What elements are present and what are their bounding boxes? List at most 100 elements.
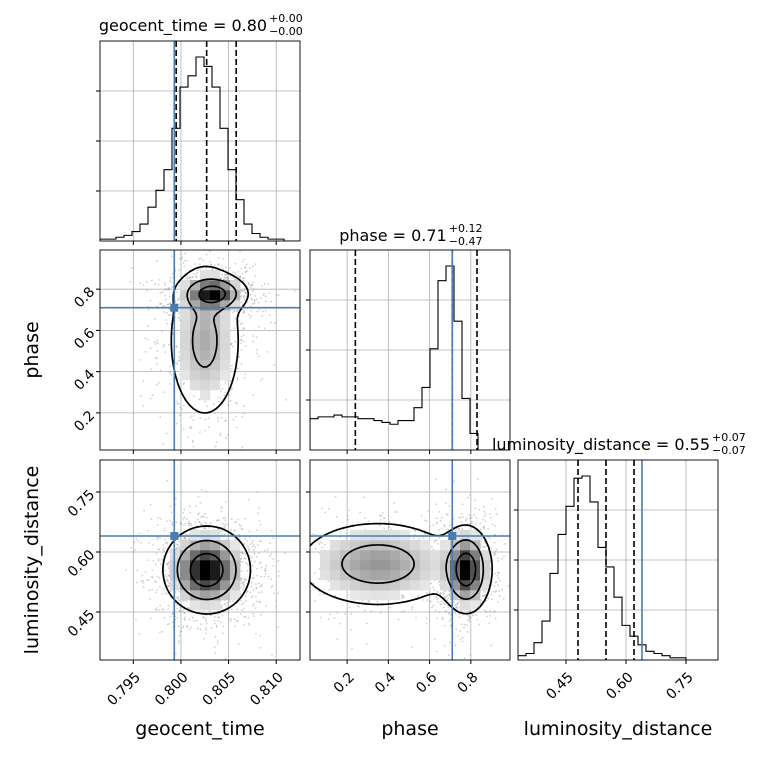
density-cell	[210, 560, 221, 571]
contour-line	[189, 552, 224, 588]
y-axis-label-luminosity_distance: luminosity_distance	[21, 466, 43, 655]
sample-point	[379, 514, 381, 517]
sample-point	[169, 313, 172, 316]
sample-point	[305, 576, 307, 578]
sample-point	[384, 521, 387, 524]
density-cell	[230, 280, 241, 291]
sample-point	[244, 553, 247, 555]
density-cell	[170, 580, 181, 591]
x-tick-label-luminosity_distance: 0.60	[603, 669, 636, 702]
sample-point	[479, 522, 482, 525]
sample-point	[139, 394, 142, 397]
sample-point	[168, 575, 171, 578]
sample-point	[179, 537, 182, 540]
sample-point	[247, 237, 249, 239]
sample-point	[196, 269, 199, 272]
sample-point	[244, 271, 247, 274]
sample-point	[442, 593, 445, 595]
sample-point	[226, 276, 228, 279]
sample-point	[444, 610, 447, 613]
sample-point	[167, 562, 170, 565]
sample-point	[448, 524, 451, 527]
sample-point	[314, 600, 316, 602]
sample-point	[436, 521, 439, 523]
sample-point	[246, 539, 249, 542]
sample-point	[215, 441, 218, 443]
sample-point	[439, 592, 442, 595]
sample-point	[282, 613, 284, 615]
density-cell	[210, 330, 221, 341]
sample-point	[246, 563, 249, 566]
sample-point	[365, 601, 368, 604]
sample-point	[227, 278, 229, 280]
sample-point	[432, 586, 435, 589]
sample-point	[223, 394, 226, 397]
sample-point	[164, 538, 166, 541]
sample-point	[200, 522, 203, 525]
sample-point	[358, 605, 360, 608]
sample-point	[495, 513, 498, 515]
sample-point	[439, 519, 442, 522]
density-cell	[220, 350, 231, 361]
sample-point	[411, 646, 413, 649]
density-cell	[330, 540, 341, 551]
sample-point	[163, 391, 166, 394]
density-cell	[360, 530, 371, 541]
sample-point	[482, 505, 485, 508]
sample-point	[457, 612, 460, 615]
sample-point	[252, 340, 255, 343]
sample-point	[257, 552, 260, 555]
sample-point	[241, 560, 244, 563]
sample-point	[211, 267, 214, 270]
sample-point	[221, 273, 224, 276]
sample-point	[380, 515, 383, 517]
sample-point	[158, 278, 161, 281]
sample-point	[164, 294, 167, 297]
sample-point	[470, 516, 473, 519]
sample-point	[260, 296, 262, 299]
sample-point	[403, 610, 405, 613]
sample-point	[400, 611, 403, 613]
sample-point	[246, 590, 249, 593]
sample-point	[243, 557, 246, 560]
sample-point	[234, 278, 237, 281]
sample-point	[480, 540, 483, 542]
sample-point	[488, 610, 491, 613]
sample-point	[239, 275, 242, 278]
sample-point	[151, 544, 154, 547]
sample-point	[410, 608, 413, 611]
sample-point	[494, 549, 497, 552]
sample-point	[242, 623, 245, 626]
sample-point	[217, 123, 219, 125]
sample-point	[493, 611, 496, 613]
sample-point	[255, 600, 258, 603]
sample-point	[203, 527, 206, 530]
sample-point	[468, 620, 471, 623]
sample-point	[213, 646, 216, 649]
sample-point	[491, 598, 493, 600]
y-tick-label-phase: 0.8	[71, 284, 98, 311]
sample-point	[333, 617, 336, 620]
sample-point	[166, 217, 168, 219]
sample-point	[492, 554, 495, 556]
sample-point	[146, 281, 148, 283]
sample-point	[193, 273, 196, 276]
sample-point	[443, 596, 446, 599]
sample-point	[188, 618, 191, 621]
sample-point	[186, 626, 188, 629]
sample-point	[163, 547, 166, 550]
sample-point	[459, 638, 462, 641]
sample-point	[263, 327, 266, 330]
sample-point	[270, 553, 273, 555]
sample-point	[150, 518, 153, 520]
sample-point	[250, 314, 253, 317]
sample-point	[148, 589, 150, 592]
sample-point	[304, 533, 306, 535]
sample-point	[225, 501, 228, 503]
sample-point	[222, 268, 225, 270]
sample-point	[286, 532, 288, 534]
sample-point	[236, 275, 239, 277]
sample-point	[490, 644, 492, 647]
sample-point	[268, 555, 271, 557]
sample-point	[176, 363, 179, 365]
